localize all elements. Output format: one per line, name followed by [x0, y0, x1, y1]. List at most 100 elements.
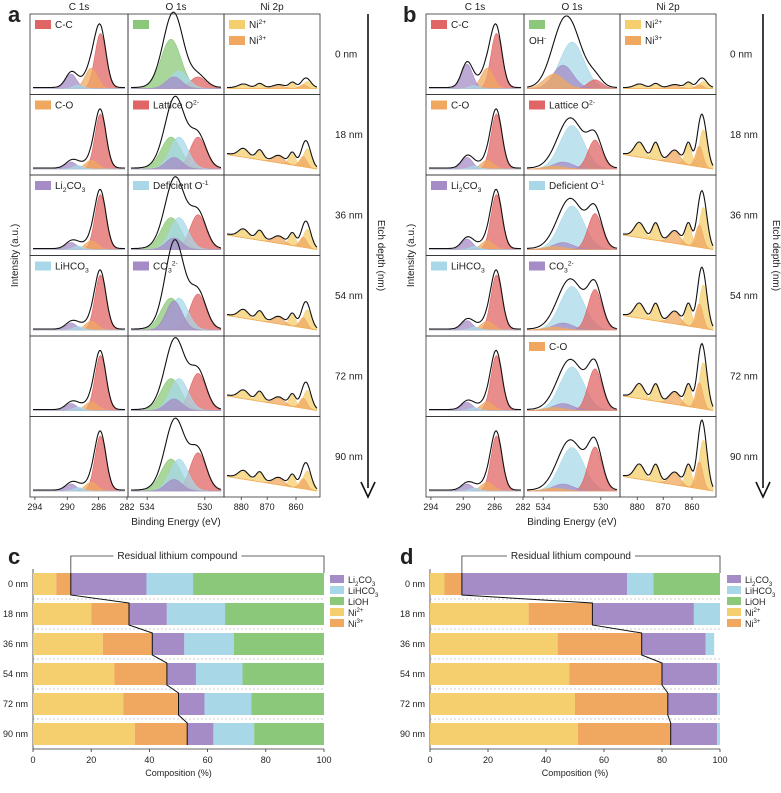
legend-swatch	[727, 619, 741, 627]
tick-label: 294	[423, 502, 438, 512]
column-title: C 1s	[465, 2, 486, 13]
x-tick-label: 80	[657, 755, 667, 765]
bar-segment	[444, 573, 462, 595]
legend-swatch	[330, 586, 344, 594]
envelope-curve	[526, 436, 618, 491]
xps-spectrum	[429, 430, 521, 492]
y-axis-label: Intensity (a.u.)	[10, 224, 21, 287]
lithium-boundary-line	[461, 573, 672, 745]
bar-segment	[123, 693, 179, 715]
legend-label: Lattice O2-	[153, 100, 199, 112]
bar-segment	[134, 723, 188, 745]
xps-cell-frame	[29, 416, 129, 498]
bar-segment	[213, 723, 255, 745]
bar-segment	[33, 633, 103, 655]
xps-spectrum	[33, 430, 125, 492]
envelope-curve	[429, 269, 521, 330]
bar-segment	[233, 633, 324, 655]
envelope-curve	[526, 117, 618, 169]
etch-depth-label: Etch depth (nm)	[770, 220, 781, 291]
tick-label: 286	[91, 502, 106, 512]
x-tick-label: 80	[261, 755, 271, 765]
xps-spectrum	[33, 349, 125, 411]
category-label: 90 nm	[400, 729, 425, 739]
x-axis-label: Composition (%)	[542, 768, 609, 778]
legend-swatch	[330, 597, 344, 605]
legend-swatch	[625, 36, 641, 45]
legend-swatch	[330, 575, 344, 583]
column-title: O 1s	[165, 2, 186, 13]
bar-segment	[641, 633, 706, 655]
bar-segment	[102, 633, 153, 655]
etch-arrow-head	[755, 481, 771, 499]
xps-spectrum	[33, 108, 125, 170]
legend-label: Ni3+	[249, 35, 266, 47]
tick-label: 880	[234, 502, 249, 512]
legend-label: Li2CO3	[348, 575, 376, 588]
lihco3-peak	[429, 246, 521, 250]
bar-segment	[528, 603, 593, 625]
xps-spectrum	[33, 23, 125, 89]
legend-label: Ni2+	[745, 607, 761, 618]
legend-swatch	[431, 100, 447, 110]
envelope-curve	[131, 176, 222, 250]
legend-label: LiHCO3	[348, 586, 379, 599]
tick-label: 290	[456, 502, 471, 512]
bar-segment	[717, 663, 720, 685]
legend-swatch	[529, 100, 545, 110]
xps-cell-frame	[223, 416, 321, 498]
envelope-curve	[33, 188, 125, 250]
column-title: Ni 2p	[260, 2, 284, 13]
xps-spectrum	[226, 220, 318, 250]
column-title: Ni 2p	[656, 2, 680, 13]
bar-segment	[114, 663, 167, 685]
xps-spectrum	[226, 300, 318, 331]
lithium-boundary-line	[70, 573, 188, 745]
legend-swatch	[529, 181, 545, 190]
legend-label: LiOH	[348, 597, 369, 607]
co3-peak	[131, 76, 221, 89]
category-label: 72 nm	[400, 699, 425, 709]
bar-segment	[653, 573, 720, 595]
annotation-text: Residual lithium compound	[511, 551, 631, 562]
legend-label: Li2CO3	[55, 181, 86, 194]
legend-label: Ni3+	[348, 618, 364, 629]
tick-label: 282	[516, 502, 531, 512]
lihco3-peak	[429, 407, 521, 411]
legend-label: Ni3+	[645, 35, 662, 47]
bar-segment	[225, 603, 324, 625]
legend-label: LiHCO3	[451, 262, 485, 275]
envelope-curve	[526, 15, 618, 88]
xps-spectrum	[429, 349, 521, 411]
envelope-curve	[622, 189, 714, 247]
category-label: 0 nm	[8, 579, 28, 589]
legend-swatch	[431, 20, 447, 29]
legend-label: Ni2+	[348, 607, 364, 618]
co3-peak	[131, 479, 221, 492]
etch-depth-label: Etch depth (nm)	[375, 220, 386, 291]
legend-label: Ni2+	[645, 19, 662, 31]
envelope-curve	[226, 300, 318, 329]
ni3-peak	[622, 312, 714, 331]
legend-swatch	[727, 586, 741, 594]
xps-spectrum	[131, 95, 222, 170]
envelope-curve	[131, 337, 222, 411]
legend-swatch	[529, 20, 545, 29]
x-tick-label: 0	[427, 755, 432, 765]
depth-label: 90 nm	[730, 452, 758, 463]
lihco3-peak	[429, 487, 521, 492]
xps-spectrum	[622, 266, 714, 331]
ni3-peak	[226, 154, 318, 170]
envelope-curve	[131, 417, 222, 491]
category-label: 54 nm	[400, 669, 425, 679]
xps-spectrum	[226, 139, 318, 170]
panel-letter-b: b	[403, 2, 416, 27]
xps-spectrum	[429, 188, 521, 250]
ni3-peak	[226, 476, 318, 492]
legend-swatch	[727, 597, 741, 605]
bar-segment	[430, 633, 558, 655]
lihco3-peak	[33, 406, 125, 411]
legend-swatch	[727, 575, 741, 583]
bar-segment	[195, 663, 243, 685]
legend-label: Deficient O-1	[549, 180, 605, 192]
